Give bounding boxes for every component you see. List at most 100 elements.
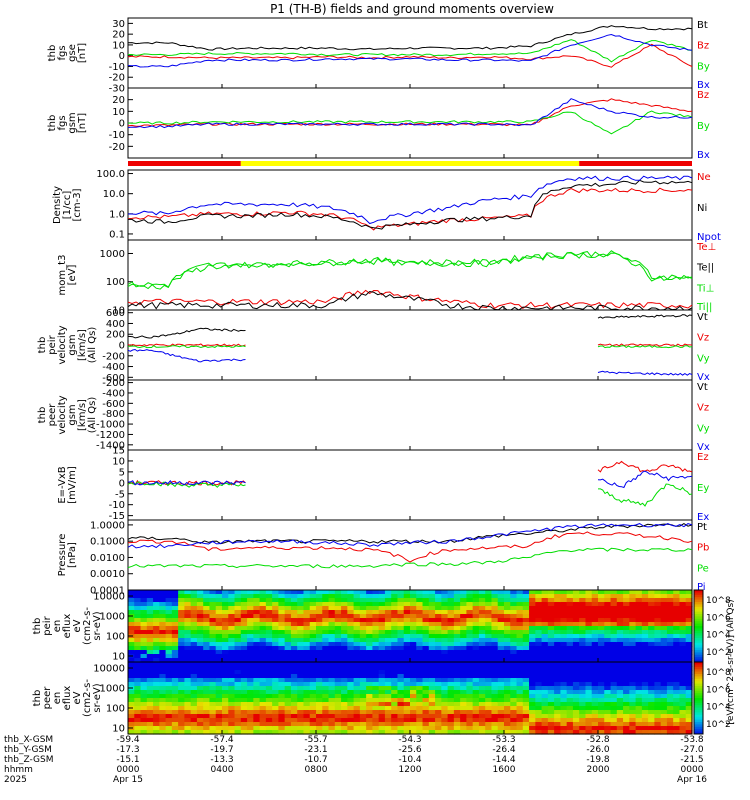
heatmap-cell <box>341 710 348 715</box>
heatmap-cell <box>629 702 637 707</box>
heatmap-cell <box>297 634 305 639</box>
heatmap-cell <box>366 590 373 595</box>
heatmap-cell <box>616 714 624 719</box>
heatmap-cell <box>140 610 148 615</box>
heatmap-cell <box>378 666 386 671</box>
heatmap-cell <box>303 670 311 675</box>
heatmap-cell <box>153 706 160 711</box>
colorbar-cell <box>694 623 703 627</box>
heatmap-cell <box>598 710 605 715</box>
heatmap-cell <box>265 694 273 699</box>
heatmap-cell <box>203 622 211 627</box>
heatmap-cell <box>522 658 530 663</box>
colorbar-cell <box>694 717 703 721</box>
heatmap-cell <box>403 686 411 691</box>
heatmap-cell <box>272 694 279 699</box>
heatmap-cell <box>666 726 674 731</box>
heatmap-cell <box>153 614 160 619</box>
heatmap-cell <box>190 626 198 631</box>
heatmap-cell <box>629 634 637 639</box>
heatmap-cell <box>529 678 536 683</box>
heatmap-cell <box>397 682 405 687</box>
heatmap-cell <box>641 610 649 615</box>
heatmap-cell <box>316 626 323 631</box>
heatmap-cell <box>366 618 373 623</box>
heatmap-cell <box>504 722 511 727</box>
heatmap-cell <box>146 618 154 623</box>
heatmap-cell <box>535 626 543 631</box>
heatmap-cell <box>290 658 298 663</box>
heatmap-cell <box>284 710 292 715</box>
heatmap-cell <box>159 626 167 631</box>
heatmap-cell <box>247 602 254 607</box>
heatmap-cell <box>453 626 461 631</box>
y-tick-label: 10 <box>112 651 125 662</box>
heatmap-cell <box>666 606 674 611</box>
heatmap-cell <box>466 710 474 715</box>
heatmap-cell <box>541 670 549 675</box>
heatmap-cell <box>516 694 524 699</box>
heatmap-cell <box>178 662 185 667</box>
heatmap-cell <box>428 610 436 615</box>
heatmap-cell <box>384 662 392 667</box>
y-tick-label: 0 <box>119 51 125 62</box>
heatmap-cell <box>353 686 361 691</box>
heatmap-cell <box>134 702 142 707</box>
heatmap-cell <box>128 646 135 651</box>
heatmap-cell <box>290 606 298 611</box>
heatmap-cell <box>165 590 173 595</box>
heatmap-cell <box>666 722 674 727</box>
legend-Ti⊥: Ti⊥ <box>696 283 714 294</box>
heatmap-cell <box>435 590 442 595</box>
heatmap-cell <box>397 634 405 639</box>
heatmap-cell <box>190 630 198 635</box>
legend-Vz: Vz <box>697 333 709 344</box>
heatmap-cell <box>397 614 405 619</box>
heatmap-cell <box>253 670 261 675</box>
heatmap-cell <box>491 598 499 603</box>
heatmap-cell <box>196 654 204 659</box>
heatmap-cell <box>623 594 630 599</box>
heatmap-cell <box>366 698 373 703</box>
heatmap-cell <box>610 618 618 623</box>
heatmap-cell <box>272 702 279 707</box>
heatmap-cell <box>322 646 330 651</box>
heatmap-cell <box>153 682 160 687</box>
heatmap-cell <box>253 658 261 663</box>
heatmap-cell <box>591 706 599 711</box>
y-axis-label: thb <box>47 115 58 132</box>
heatmap-cell <box>378 626 386 631</box>
heatmap-cell <box>447 706 455 711</box>
heatmap-cell <box>353 678 361 683</box>
heatmap-cell <box>334 702 342 707</box>
heatmap-cell <box>372 690 380 695</box>
colorbar-cell <box>694 640 703 644</box>
heatmap-cell <box>629 594 637 599</box>
heatmap-cell <box>171 694 179 699</box>
heatmap-cell <box>328 598 336 603</box>
heatmap-cell <box>203 714 211 719</box>
heatmap-cell <box>541 690 549 695</box>
heatmap-cell <box>203 630 211 635</box>
heatmap-cell <box>572 698 580 703</box>
heatmap-cell <box>165 678 173 683</box>
heatmap-cell <box>196 662 204 667</box>
heatmap-cell <box>403 654 411 659</box>
heatmap-cell <box>666 654 674 659</box>
heatmap-cell <box>322 654 330 659</box>
heatmap-cell <box>165 598 173 603</box>
heatmap-cell <box>478 662 486 667</box>
heatmap-cell <box>666 590 674 595</box>
heatmap-cell <box>441 666 449 671</box>
heatmap-cell <box>654 610 662 615</box>
heatmap-cell <box>359 702 367 707</box>
heatmap-cell <box>472 722 480 727</box>
heatmap-cell <box>610 614 618 619</box>
heatmap-cell <box>516 614 524 619</box>
colorbar-cell <box>694 628 703 632</box>
heatmap-cell <box>134 714 142 719</box>
heatmap-cell <box>234 614 242 619</box>
heatmap-cell <box>378 650 386 655</box>
heatmap-cell <box>284 674 292 679</box>
heatmap-cell <box>209 646 217 651</box>
